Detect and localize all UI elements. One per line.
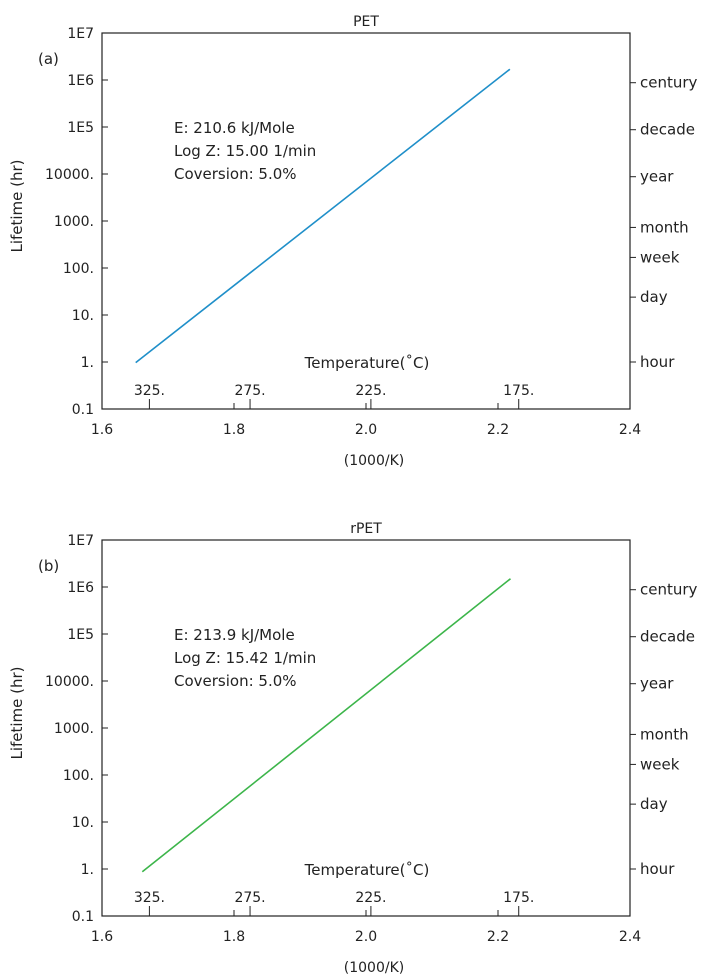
- x-tick-label: 2.2: [487, 422, 509, 438]
- y-tick-label: 0.1: [72, 909, 94, 925]
- x-tick-label: 1.6: [91, 422, 113, 438]
- right-tick-label: month: [640, 725, 689, 743]
- y-tick-label: 1E7: [67, 533, 94, 549]
- annotation-text: E: 213.9 kJ/Mole: [174, 626, 295, 644]
- temperature-tick-label: 175.: [503, 383, 534, 399]
- right-tick-label: century: [640, 581, 698, 599]
- y-tick-label: 10.: [72, 815, 94, 831]
- chart-panel-a: PET (a) 0.1 1. 10. 100. 1000. 10000. 1E5 1E6 1E7 1.…: [8, 14, 698, 469]
- plot-frame: [101, 539, 631, 917]
- temperature-tick-label: 325.: [134, 890, 165, 906]
- x-axis-label: (1000/K): [344, 453, 404, 469]
- annotation-text: Coversion: 5.0%: [174, 165, 297, 183]
- right-tick-label: decade: [640, 628, 695, 646]
- annotation-text: Log Z: 15.00 1/min: [174, 142, 316, 160]
- panel-label: (a): [38, 50, 59, 68]
- x-tick-label: 1.6: [91, 929, 113, 945]
- temperature-tick-label: 275.: [234, 383, 265, 399]
- y-axis-label: Lifetime (hr): [8, 666, 26, 759]
- right-tick-label: month: [640, 218, 689, 236]
- y-tick-label: 100.: [63, 261, 94, 277]
- chart-panel-b: rPET (b) 0.1 1. 10. 100. 1000. 10000. 1E5 1E6 1E7 1…: [8, 521, 698, 976]
- y-tick-label: 1E5: [67, 627, 94, 643]
- right-tick-label: hour: [640, 860, 675, 878]
- right-tick-label: century: [640, 74, 698, 92]
- temperature-tick-label: 325.: [134, 383, 165, 399]
- y-tick-label: 100.: [63, 768, 94, 784]
- right-tick-label: decade: [640, 121, 695, 139]
- y-tick-label: 10.: [72, 308, 94, 324]
- chart-title: PET: [353, 14, 379, 30]
- y-tick-label: 1.: [81, 862, 94, 878]
- temperature-tick-label: 225.: [355, 890, 386, 906]
- y-tick-label: 1E7: [67, 26, 94, 42]
- y-tick-label: 1E5: [67, 120, 94, 136]
- right-tick-label: week: [640, 755, 680, 773]
- y-axis-label: Lifetime (hr): [8, 159, 26, 252]
- data-series-line: [141, 578, 511, 873]
- right-tick-label: day: [640, 795, 668, 813]
- right-tick-label: hour: [640, 353, 675, 371]
- x-tick-label: 2.2: [487, 929, 509, 945]
- annotation-text: E: 210.6 kJ/Mole: [174, 119, 295, 137]
- x-tick-label: 1.8: [223, 929, 245, 945]
- chart-title: rPET: [350, 521, 382, 537]
- y-tick-label: 0.1: [72, 402, 94, 418]
- annotation-text: Coversion: 5.0%: [174, 672, 297, 690]
- data-series-line: [135, 68, 511, 364]
- right-tick-label: year: [640, 675, 674, 693]
- x-tick-label: 2.0: [355, 929, 377, 945]
- temperature-tick-label: 275.: [234, 890, 265, 906]
- y-tick-label: 10000.: [45, 167, 94, 183]
- temperature-tick-label: 175.: [503, 890, 534, 906]
- temperature-tick-label: 225.: [355, 383, 386, 399]
- y-tick-label: 1000.: [54, 214, 94, 230]
- y-tick-label: 1.: [81, 355, 94, 371]
- x-tick-label: 1.8: [223, 422, 245, 438]
- y-tick-label: 1000.: [54, 721, 94, 737]
- panel-label: (b): [38, 557, 59, 575]
- temperature-axis-label: Temperature(˚C): [304, 861, 430, 879]
- x-tick-label: 2.0: [355, 422, 377, 438]
- y-tick-label: 1E6: [67, 73, 94, 89]
- plot-frame: [101, 32, 631, 410]
- right-tick-label: week: [640, 248, 680, 266]
- y-tick-label: 10000.: [45, 674, 94, 690]
- annotation-text: Log Z: 15.42 1/min: [174, 649, 316, 667]
- x-tick-label: 2.4: [619, 929, 641, 945]
- temperature-axis-label: Temperature(˚C): [304, 354, 430, 372]
- x-axis-label: (1000/K): [344, 960, 404, 976]
- right-tick-label: year: [640, 168, 674, 186]
- y-tick-label: 1E6: [67, 580, 94, 596]
- x-tick-label: 2.4: [619, 422, 641, 438]
- right-tick-label: day: [640, 288, 668, 306]
